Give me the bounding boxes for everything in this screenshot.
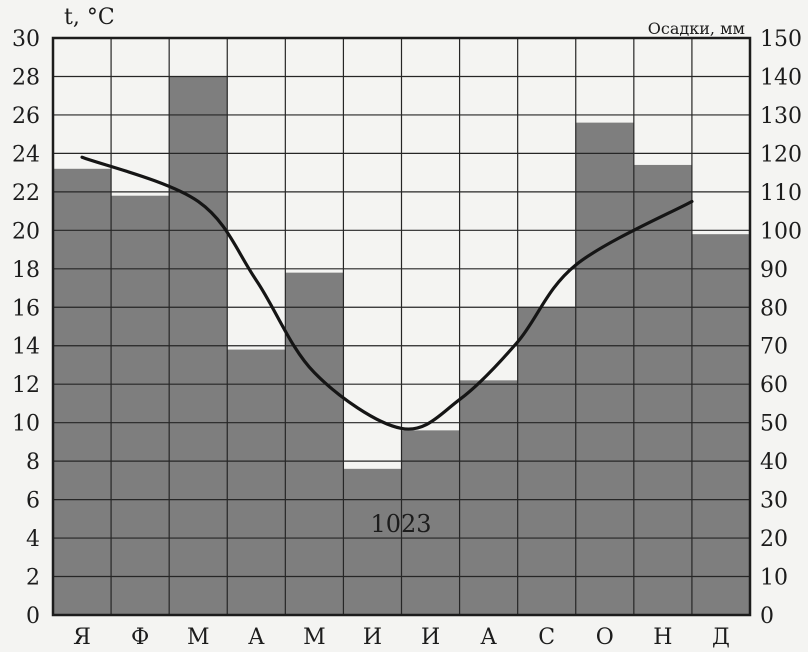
left-tick-label: 2 xyxy=(26,566,40,591)
right-tick-label: 120 xyxy=(760,142,802,167)
left-tick-label: 4 xyxy=(26,527,40,552)
left-tick-label: 28 xyxy=(12,65,40,90)
right-tick-label: 100 xyxy=(760,219,802,244)
right-axis-title: Осадки, мм xyxy=(648,19,745,38)
left-tick-label: 24 xyxy=(12,142,40,167)
precip-bar-8 xyxy=(459,380,518,615)
right-tick-label: 70 xyxy=(760,335,788,360)
left-axis-title: t, °С xyxy=(64,5,115,30)
right-tick-label: 110 xyxy=(760,181,802,206)
left-tick-label: 26 xyxy=(12,104,40,129)
temperature-line xyxy=(80,155,694,431)
precip-bar-1 xyxy=(53,168,112,615)
left-tick-label: 22 xyxy=(12,181,40,206)
month-label-8: А xyxy=(480,625,497,650)
month-label-6: И xyxy=(363,625,382,650)
left-tick-label: 30 xyxy=(12,27,40,52)
precip-bar-10 xyxy=(575,122,634,616)
precip-bar-4 xyxy=(227,349,286,615)
right-tick-label: 60 xyxy=(760,373,788,398)
month-label-2: Ф xyxy=(131,625,149,650)
annual-precipitation-total: 1023 xyxy=(370,510,431,538)
right-tick-label: 90 xyxy=(760,258,788,283)
right-tick-label: 0 xyxy=(760,604,774,629)
left-tick-label: 8 xyxy=(26,450,40,475)
right-tick-label: 50 xyxy=(760,412,788,437)
month-label-12: Д xyxy=(712,625,730,650)
month-label-9: С xyxy=(538,625,555,650)
right-tick-label: 40 xyxy=(760,450,788,475)
right-tick-label: 130 xyxy=(760,104,802,129)
left-tick-label: 12 xyxy=(12,373,40,398)
precip-bar-6 xyxy=(343,468,402,615)
month-label-10: О xyxy=(596,625,614,650)
right-axis-ticks: 0 10 20 30 40 50 60 70 80 90 100 110 120 130 140 150 xyxy=(760,27,802,629)
left-tick-label: 18 xyxy=(12,258,40,283)
month-label-1: Я xyxy=(73,625,91,650)
right-tick-label: 20 xyxy=(760,527,788,552)
precip-bar-5 xyxy=(285,272,344,615)
month-label-7: И xyxy=(421,625,440,650)
chart-grid xyxy=(53,38,750,615)
precip-bar-12 xyxy=(691,234,750,615)
right-tick-label: 80 xyxy=(760,296,788,321)
left-tick-label: 0 xyxy=(26,604,40,629)
left-tick-label: 14 xyxy=(12,335,40,360)
month-label-11: Н xyxy=(653,625,672,650)
right-tick-label: 10 xyxy=(760,566,788,591)
precip-bar-11 xyxy=(633,164,692,615)
precip-bar-2 xyxy=(111,195,170,616)
month-label-3: М xyxy=(187,625,210,650)
left-tick-label: 6 xyxy=(26,489,40,514)
left-tick-label: 16 xyxy=(12,296,40,321)
month-label-5: М xyxy=(303,625,326,650)
left-tick-label: 20 xyxy=(12,219,40,244)
right-tick-label: 30 xyxy=(760,489,788,514)
right-tick-label: 140 xyxy=(760,65,802,90)
plot-frame xyxy=(51,36,752,617)
right-tick-label: 150 xyxy=(760,27,802,52)
month-label-4: А xyxy=(248,625,265,650)
left-tick-label: 10 xyxy=(12,412,40,437)
